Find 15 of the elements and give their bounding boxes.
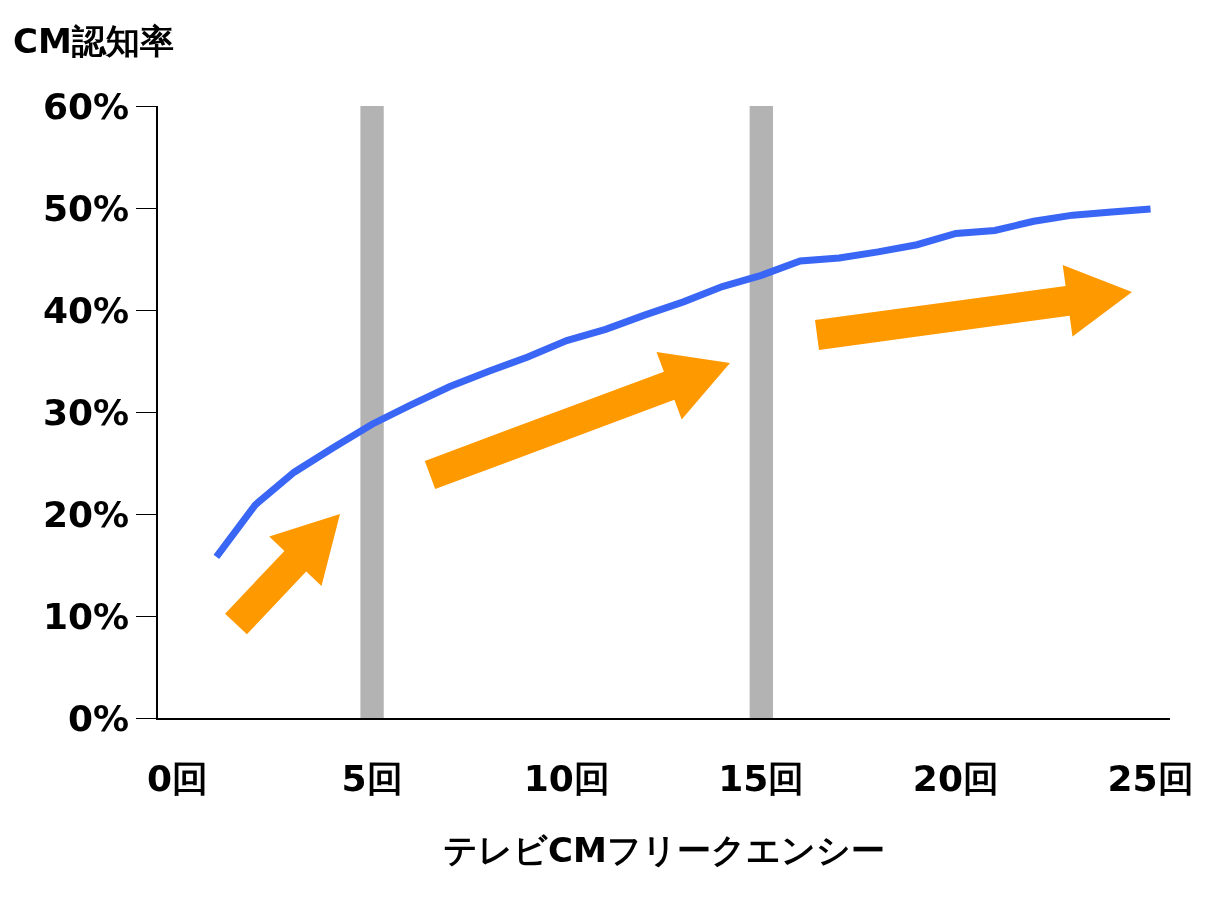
y-tick-label: 40% — [42, 289, 130, 331]
y-axis-title: CM認知率 — [13, 21, 174, 61]
y-tick-label: 0% — [67, 697, 130, 739]
y-tick-label: 60% — [42, 85, 130, 127]
x-tick-label: 25回 — [1107, 757, 1194, 799]
x-tick-label: 10回 — [523, 757, 610, 799]
y-tick-label: 30% — [42, 391, 130, 433]
x-axis-title: テレビCMフリークエンシー — [443, 829, 885, 870]
x-tick-label: 15回 — [718, 757, 805, 799]
y-tick-label: 50% — [42, 187, 130, 229]
y-tick-label: 10% — [42, 595, 130, 637]
x-tick-label: 0回 — [146, 757, 208, 799]
x-tick-label: 5回 — [341, 757, 403, 799]
x-tick-label: 20回 — [912, 757, 999, 799]
y-tick-label: 20% — [42, 493, 130, 535]
